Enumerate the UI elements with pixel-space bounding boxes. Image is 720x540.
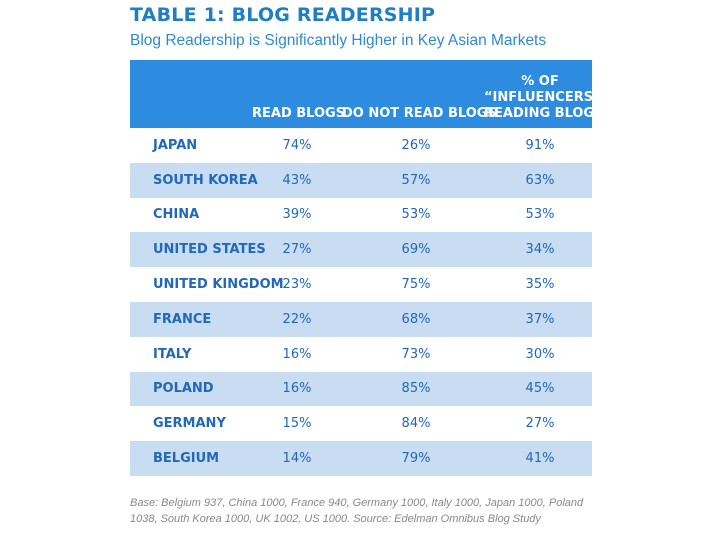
- row-read-blogs: 74%: [282, 137, 312, 153]
- row-country: UNITED STATES: [153, 242, 266, 258]
- row-country: GERMANY: [153, 416, 226, 432]
- row-do-not-read-blogs: 85%: [401, 381, 431, 397]
- row-influencers-reading: 41%: [525, 451, 555, 467]
- row-do-not-read-blogs: 84%: [401, 416, 431, 432]
- header-influencers-line-2: “INFLUENCERS”*: [484, 90, 609, 105]
- table-row: GERMANY 15% 84% 27%: [130, 406, 592, 441]
- table-row: UNITED KINGDOM 23% 75% 35%: [130, 267, 592, 302]
- row-do-not-read-blogs: 75%: [401, 277, 431, 293]
- row-country: FRANCE: [153, 311, 212, 327]
- row-read-blogs: 22%: [282, 311, 312, 327]
- table-row: FRANCE 22% 68% 37%: [130, 301, 592, 337]
- table-row: BELGIUM 14% 79% 41%: [130, 441, 592, 476]
- row-country: SOUTH KOREA: [153, 172, 258, 188]
- row-do-not-read-blogs: 73%: [401, 346, 431, 362]
- row-country: CHINA: [153, 207, 200, 223]
- row-influencers-reading: 53%: [525, 207, 555, 223]
- table-row: UNITED STATES 27% 69% 34%: [130, 232, 592, 268]
- row-country: JAPAN: [153, 137, 198, 153]
- readership-table: READ BLOGS DO NOT READ BLOGS % OF “INFLU…: [130, 60, 608, 476]
- row-influencers-reading: 35%: [525, 277, 555, 293]
- row-influencers-reading: 63%: [525, 172, 555, 188]
- table-subtitle: Blog Readership is Significantly Higher …: [130, 32, 547, 49]
- row-do-not-read-blogs: 53%: [401, 207, 431, 223]
- row-influencers-reading: 30%: [525, 346, 555, 362]
- header-do-not-read-blogs: DO NOT READ BLOGS: [342, 106, 497, 121]
- row-country: UNITED KINGDOM: [153, 277, 284, 293]
- table-row: ITALY 16% 73% 30%: [130, 337, 592, 372]
- row-country: POLAND: [153, 381, 214, 397]
- row-do-not-read-blogs: 79%: [401, 451, 431, 467]
- header-read-blogs: READ BLOGS: [252, 106, 346, 121]
- table-row: SOUTH KOREA 43% 57% 63%: [130, 162, 592, 198]
- table-body: JAPAN 74% 26% 91% SOUTH KOREA 43% 57% 63% CHINA 3…: [130, 128, 592, 476]
- row-read-blogs: 16%: [282, 381, 312, 397]
- table-row: POLAND 16% 85% 45%: [130, 371, 592, 407]
- row-do-not-read-blogs: 57%: [401, 172, 431, 188]
- footnote: Base: Belgium 937, China 1000, France 94…: [130, 497, 584, 525]
- row-do-not-read-blogs: 68%: [401, 311, 431, 327]
- row-read-blogs: 43%: [282, 172, 312, 188]
- table-header: READ BLOGS DO NOT READ BLOGS % OF “INFLU…: [130, 60, 608, 128]
- row-do-not-read-blogs: 26%: [401, 137, 431, 153]
- row-country: BELGIUM: [153, 451, 220, 467]
- row-influencers-reading: 45%: [525, 381, 555, 397]
- header-influencers-reading: % OF “INFLUENCERS”* READING BLOGS: [484, 74, 609, 122]
- row-read-blogs: 27%: [282, 242, 312, 258]
- row-read-blogs: 16%: [282, 346, 312, 362]
- header-influencers-line-3: READING BLOGS: [484, 106, 604, 121]
- row-influencers-reading: 37%: [525, 311, 555, 327]
- table-title: TABLE 1: BLOG READERSHIP: [130, 4, 436, 26]
- row-influencers-reading: 27%: [525, 416, 555, 432]
- header-influencers-line-1: % OF: [521, 74, 559, 89]
- row-read-blogs: 14%: [282, 451, 312, 467]
- row-do-not-read-blogs: 69%: [401, 242, 431, 258]
- table-row: CHINA 39% 53% 53%: [130, 198, 592, 233]
- row-read-blogs: 15%: [282, 416, 312, 432]
- row-read-blogs: 23%: [282, 277, 312, 293]
- row-influencers-reading: 34%: [525, 242, 555, 258]
- row-read-blogs: 39%: [282, 207, 312, 223]
- table-row: JAPAN 74% 26% 91%: [130, 128, 592, 163]
- row-country: ITALY: [153, 346, 192, 362]
- row-influencers-reading: 91%: [525, 137, 555, 153]
